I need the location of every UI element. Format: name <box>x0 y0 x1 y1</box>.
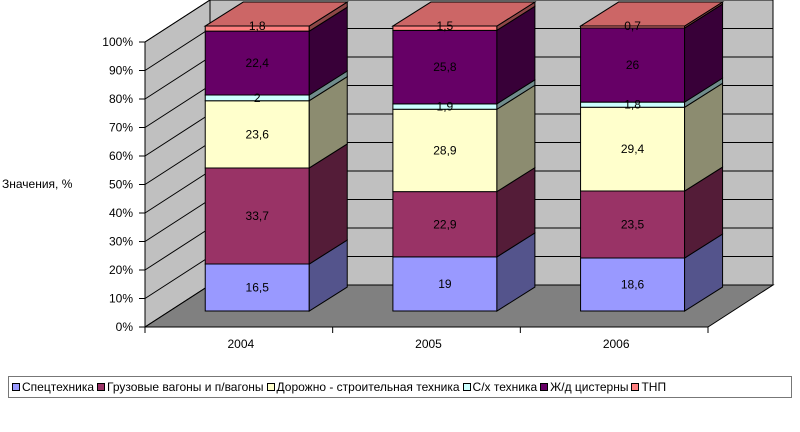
y-tick-label: 70% <box>109 121 133 135</box>
legend-item: С/х техника <box>462 380 538 394</box>
legend-swatch <box>540 383 549 391</box>
data-label: 23,6 <box>246 127 270 141</box>
data-label: 1,8 <box>624 98 641 112</box>
y-tick-label: 80% <box>109 92 133 106</box>
y-tick-label: 90% <box>109 64 133 78</box>
data-label: 28,9 <box>433 143 457 157</box>
data-label: 19 <box>438 277 452 291</box>
data-label: 2 <box>254 91 261 105</box>
y-tick-label: 10% <box>109 292 133 306</box>
bars <box>203 1 725 312</box>
data-label: 23,5 <box>621 218 645 232</box>
data-label: 1,5 <box>437 19 454 33</box>
gridline <box>144 0 773 43</box>
y-tick-label: 50% <box>109 178 133 192</box>
data-label: 26 <box>626 58 640 72</box>
data-label: 22,9 <box>433 217 457 231</box>
bar-top-face <box>391 1 537 27</box>
x-tick-label: 2005 <box>415 337 442 351</box>
legend-label: Ж/д цистерны <box>550 380 629 394</box>
y-axis: 0% 10% 20% 30% 40% 50% 60% 70% 80% 90% 100% <box>102 35 146 334</box>
data-label: 33,7 <box>246 209 270 223</box>
data-label: 1,9 <box>437 100 454 114</box>
legend-swatch <box>266 383 275 391</box>
legend-swatch <box>97 383 105 391</box>
data-label: 1,8 <box>249 19 266 33</box>
data-label: 16,5 <box>246 281 270 295</box>
y-tick-label: 20% <box>109 263 133 277</box>
legend-label: ТНП <box>641 380 667 394</box>
legend-label: Спецтехника <box>22 380 94 394</box>
legend-label: С/х техника <box>472 380 538 394</box>
data-labels: 16,5 33,7 23,6 2 22,4 1,8 19 22,9 28,9 1,9 25,8 1,5… <box>246 19 645 294</box>
data-label: 0,7 <box>624 19 641 33</box>
x-tick-label: 2004 <box>227 337 254 351</box>
bar-top-face <box>203 1 349 27</box>
legend-swatch <box>462 383 471 391</box>
legend-label: Дорожно - строительная техника <box>276 380 460 394</box>
y-axis-label: Значения, % <box>2 177 73 191</box>
legend-item: Дорожно - строительная техника <box>266 380 460 394</box>
data-label: 29,4 <box>621 142 645 156</box>
x-axis: 2004 2005 2006 <box>144 326 709 351</box>
data-label: 25,8 <box>433 60 457 74</box>
legend-swatch <box>631 383 640 391</box>
y-tick-label: 60% <box>109 149 133 163</box>
legend-item: Спецтехника <box>12 380 94 394</box>
legend: Спецтехника Грузовые вагоны и п/вагоны Дор… <box>8 376 792 398</box>
data-label: 18,6 <box>621 278 645 292</box>
y-tick-label: 30% <box>109 235 133 249</box>
y-tick-label: 100% <box>102 35 133 49</box>
legend-item: ТНП <box>631 380 666 394</box>
legend-item: Ж/д цистерны <box>540 380 628 394</box>
x-tick-label: 2006 <box>603 337 630 351</box>
legend-swatch <box>12 383 20 391</box>
y-tick-label: 0% <box>116 320 134 334</box>
bar-top-face <box>578 1 725 27</box>
legend-label: Грузовые вагоны и п/вагоны <box>107 380 264 394</box>
y-tick-label: 40% <box>109 206 133 220</box>
data-label: 22,4 <box>246 56 270 70</box>
legend-item: Грузовые вагоны и п/вагоны <box>97 380 264 394</box>
